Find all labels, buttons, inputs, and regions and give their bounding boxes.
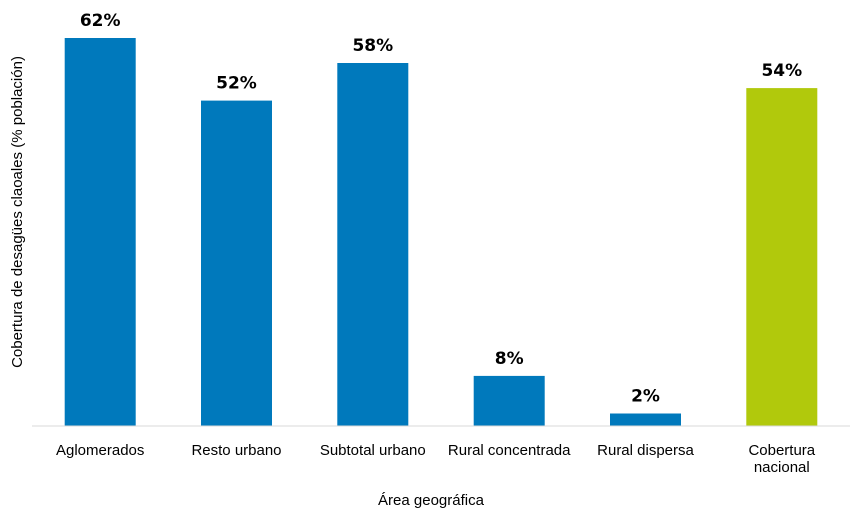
bar-2 [337,63,409,426]
data-label-0: 62% [80,11,121,31]
bar-3 [473,375,545,426]
x-tick-label-line: Resto urbano [191,442,281,459]
bar-0 [64,38,136,426]
x-tick-label-3: Rural concentrada [448,442,571,459]
data-label-4: 2% [631,387,660,407]
x-tick-labels-group: Aglomerados Resto urbano Subtotal urbano Ru… [56,442,816,476]
bar-4 [610,413,681,426]
bar-1 [201,100,272,426]
x-tick-label-line: Cobertura [748,442,815,459]
x-tick-label-2: Subtotal urbano [320,442,426,459]
x-tick-label-line: Rural concentrada [448,442,571,459]
x-tick-label-line: Rural dispersa [597,442,694,459]
data-label-5: 54% [761,61,802,81]
x-tick-label-line: Aglomerados [56,442,144,459]
x-axis-title: Área geográfica [378,492,485,509]
x-tick-label-line: nacional [754,459,810,476]
x-tick-label-line: Subtotal urbano [320,442,426,459]
data-labels-group: 62% 52% 58% 8% 2% 54% [80,11,802,407]
data-label-3: 8% [495,349,524,369]
x-tick-label-0: Aglomerados [56,442,144,459]
bar-5 [746,88,818,426]
bars-group [64,38,818,426]
x-tick-label-5: Cobertura nacional [748,442,815,476]
data-label-1: 52% [216,74,257,94]
x-tick-label-4: Rural dispersa [597,442,694,459]
y-axis-title: Cobertura de desagües claoales (% poblac… [9,56,26,368]
x-tick-label-1: Resto urbano [191,442,281,459]
data-label-2: 58% [352,36,393,56]
